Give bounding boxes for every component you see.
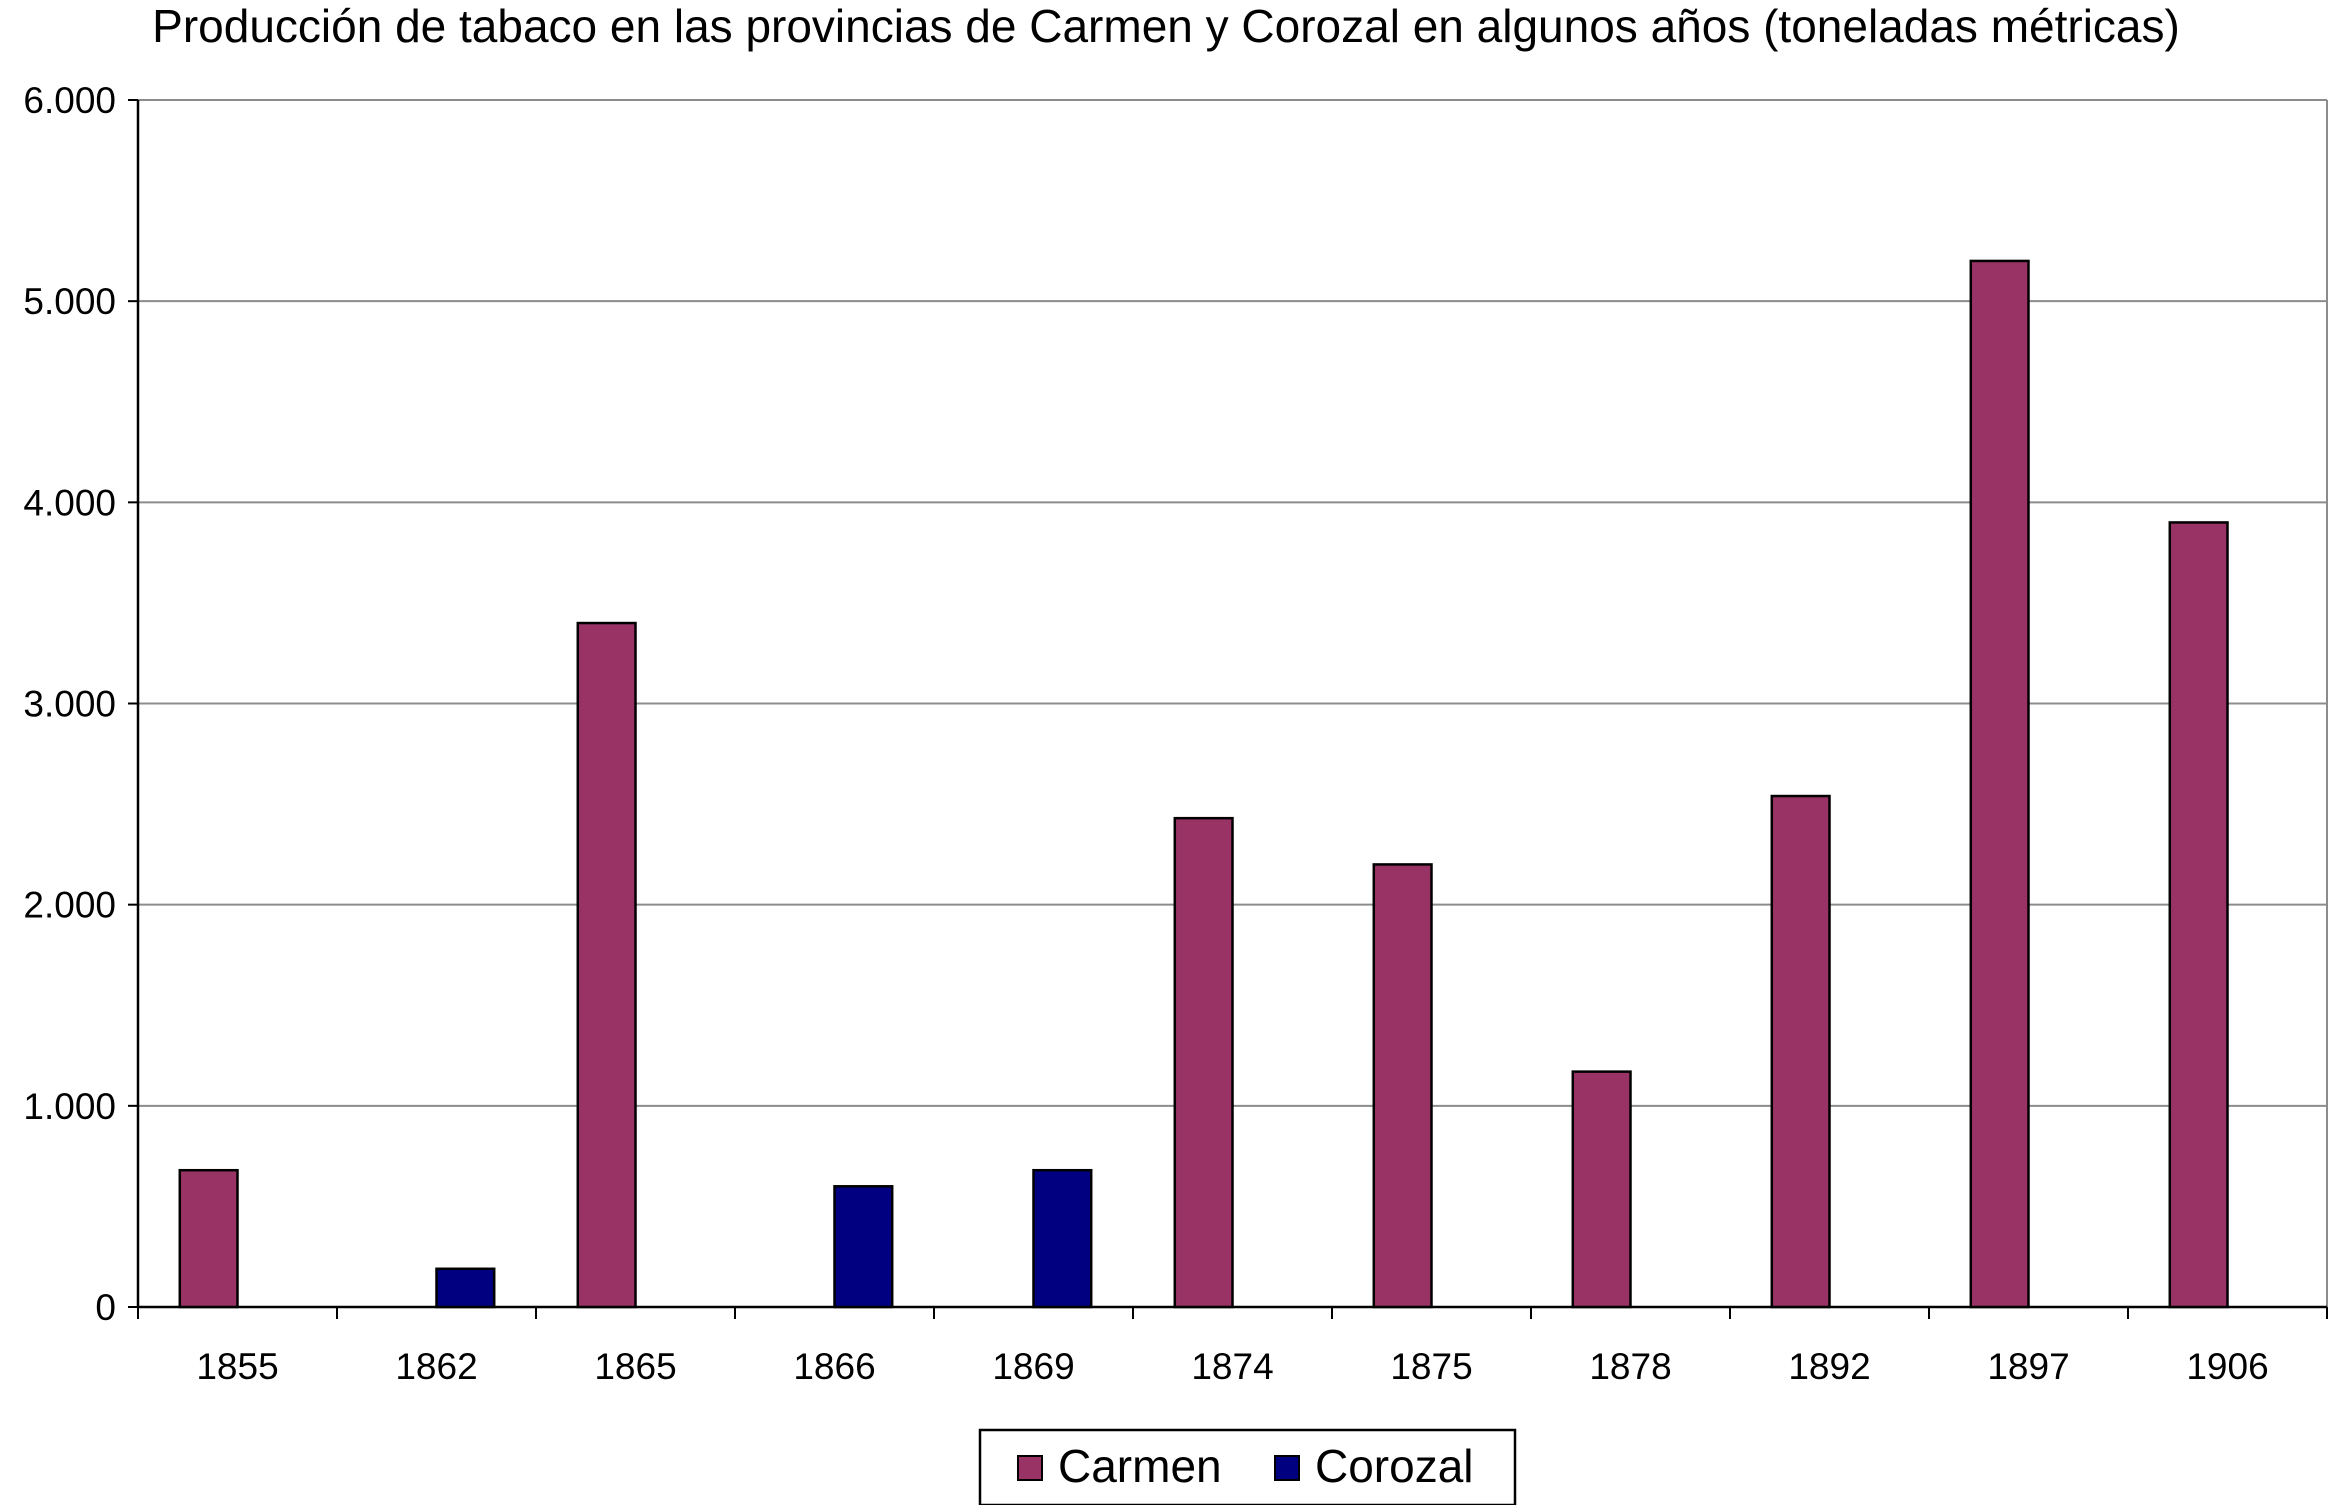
legend-swatch-corozal [1274, 1455, 1300, 1481]
y-tick-label: 6.000 [23, 80, 116, 121]
bar-carmen-1906 [2168, 521, 2229, 1309]
bar-carmen-1865 [576, 621, 637, 1309]
x-tick-label: 1875 [1390, 1346, 1472, 1387]
bar-carmen-1875 [1372, 863, 1433, 1309]
legend: Carmen Corozal [978, 1428, 1517, 1505]
x-tick-label: 1874 [1191, 1346, 1273, 1387]
bar-corozal-1862 [435, 1267, 496, 1309]
tick-labels: 0 1.000 2.000 3.000 4.000 5.000 6.000 1855 1862 1… [23, 80, 2268, 1387]
x-tick-label: 1906 [2186, 1346, 2268, 1387]
bar-carmen-1855 [178, 1168, 239, 1309]
y-tick-label: 5.000 [23, 281, 116, 322]
bar-carmen-1892 [1770, 794, 1831, 1309]
x-tick-label: 1892 [1788, 1346, 1870, 1387]
x-tick-label: 1866 [793, 1346, 875, 1387]
y-tick-label: 0 [95, 1287, 116, 1328]
x-tick-label: 1855 [196, 1346, 278, 1387]
y-tick-label: 4.000 [23, 482, 116, 523]
legend-swatch-carmen [1017, 1455, 1043, 1481]
bars [178, 259, 2229, 1309]
legend-label-corozal: Corozal [1315, 1440, 1474, 1492]
bar-corozal-1869 [1032, 1168, 1093, 1309]
x-tick-label: 1878 [1589, 1346, 1671, 1387]
legend-box [978, 1428, 1517, 1505]
y-tick-label: 3.000 [23, 684, 116, 725]
x-tick-label: 1865 [594, 1346, 676, 1387]
x-tick-label: 1869 [992, 1346, 1074, 1387]
bar-carmen-1878 [1571, 1070, 1632, 1309]
bar-carmen-1874 [1173, 816, 1234, 1309]
chart-title: Producción de tabaco en las provincias d… [152, 0, 2180, 52]
x-tick-label: 1862 [395, 1346, 477, 1387]
y-tick-label: 2.000 [23, 885, 116, 926]
bar-corozal-1866 [833, 1185, 894, 1309]
legend-label-carmen: Carmen [1058, 1440, 1222, 1492]
x-tick-label: 1897 [1987, 1346, 2069, 1387]
y-tick-label: 1.000 [23, 1086, 116, 1127]
bar-carmen-1897 [1969, 259, 2030, 1309]
gridlines [138, 99, 2327, 1107]
